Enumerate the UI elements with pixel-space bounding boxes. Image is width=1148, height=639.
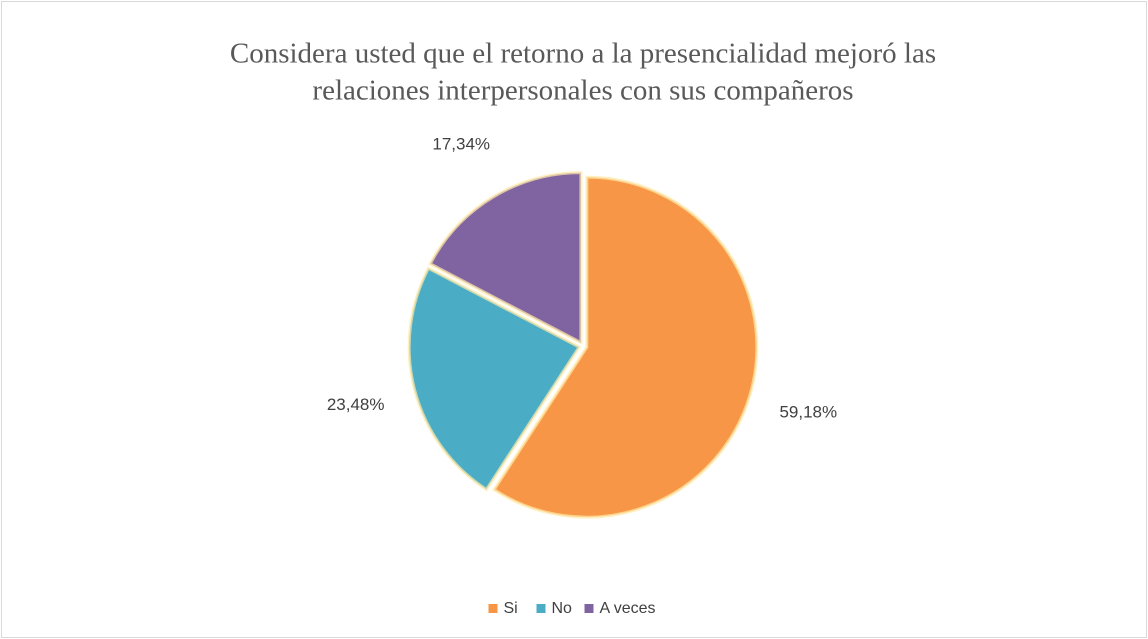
data-label: 59,18%: [779, 402, 837, 421]
legend-label: No: [552, 600, 573, 617]
legend-label: Si: [504, 600, 518, 617]
chart-title: Considera usted que el retorno a la pres…: [230, 38, 936, 70]
legend-label: A veces: [600, 600, 656, 617]
legend-marker: [584, 604, 594, 613]
pie-slice: [428, 171, 583, 346]
pie-slice: [407, 266, 582, 492]
legend-marker: [536, 604, 546, 613]
chart-title: relaciones interpersonales con sus compa…: [312, 75, 853, 107]
data-label: 23,48%: [327, 395, 385, 414]
data-label: 17,34%: [432, 134, 490, 153]
pie-slice: [492, 175, 759, 519]
legend-marker: [488, 604, 498, 613]
